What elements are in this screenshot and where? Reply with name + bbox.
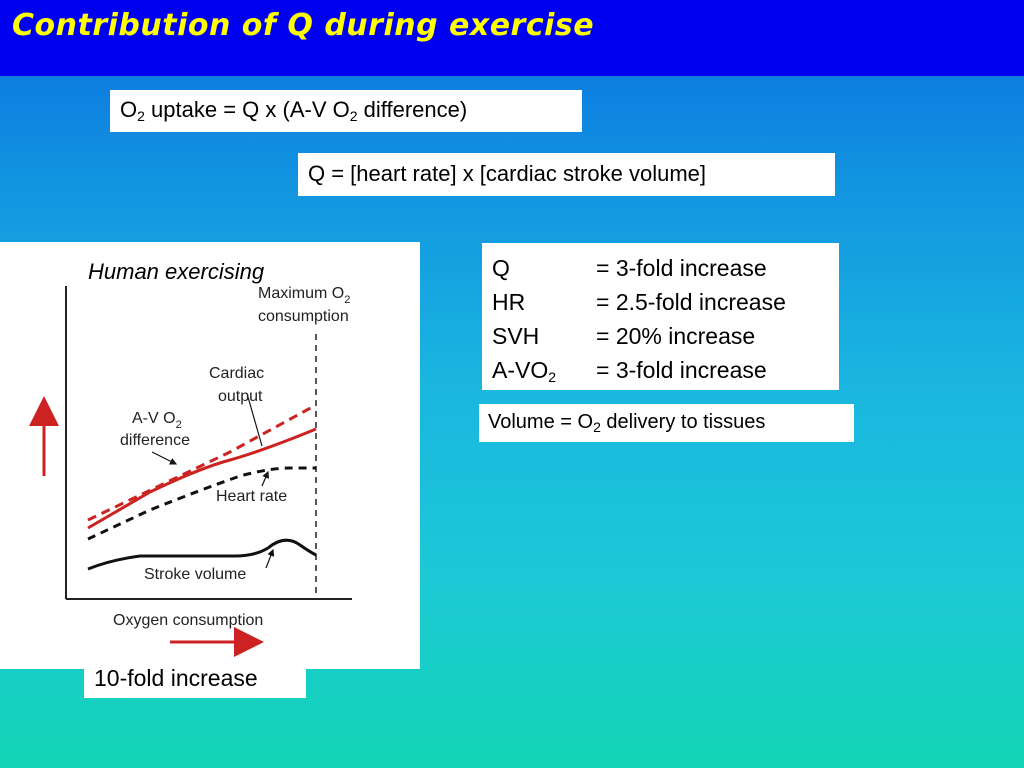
o2-delivery-note: Volume = O2 delivery to tissues bbox=[479, 404, 854, 442]
cardiac-output-label: Cardiac bbox=[209, 365, 264, 382]
stat-row-avo2: A-VO2 = 3-fold increase bbox=[492, 353, 829, 387]
av-o2-subscript: 2 bbox=[176, 419, 182, 431]
av-o2-label: A-V O2 bbox=[132, 410, 182, 431]
delivery-pre: Volume = O bbox=[488, 411, 594, 433]
cardiac-output-curve bbox=[87, 427, 317, 530]
heart-rate-curve bbox=[87, 466, 316, 541]
max-o2-label-line2: consumption bbox=[258, 308, 349, 325]
stat-key: HR bbox=[492, 289, 526, 315]
stat-key: Q bbox=[492, 255, 510, 281]
stat-row-svh: SVH = 20% increase bbox=[492, 319, 829, 353]
stat-value: = 2.5-fold increase bbox=[596, 289, 786, 315]
slide-title: Contribution of Q during exercise bbox=[12, 8, 595, 43]
delivery-subscript: 2 bbox=[593, 419, 601, 435]
cardiac-output-label-line2: output bbox=[218, 388, 263, 405]
cardiac-output-equation: Q = [heart rate] x [cardiac stroke volum… bbox=[298, 153, 835, 196]
exercise-diagram: Human exercising Maximum O2 consumption … bbox=[29, 259, 352, 657]
stat-key-subscript: 2 bbox=[548, 369, 557, 385]
stroke-volume-label: Stroke volume bbox=[144, 566, 246, 583]
max-o2-subscript: 2 bbox=[344, 294, 350, 306]
stat-key: SVH bbox=[492, 323, 540, 349]
stat-key: A-VO2 bbox=[492, 353, 596, 387]
av-leader-arrow-icon bbox=[151, 451, 178, 465]
stat-key-main: A-VO bbox=[492, 357, 549, 383]
av-o2-label-line2: difference bbox=[120, 432, 190, 449]
av-o2-difference-curve bbox=[87, 403, 317, 522]
stat-value: = 20% increase bbox=[596, 323, 756, 349]
eq1-subscript: 2 bbox=[137, 108, 145, 124]
eq1-middle: uptake = Q x (A-V O bbox=[144, 97, 350, 122]
stroke-volume-curve bbox=[87, 538, 317, 571]
ten-fold-increase-label: 10-fold increase bbox=[84, 660, 306, 698]
title-bar: Contribution of Q during exercise bbox=[0, 0, 1024, 76]
stat-row-q: Q = 3-fold increase bbox=[492, 251, 829, 285]
max-o2-label: Maximum O2 bbox=[258, 285, 350, 306]
stroke-volume-leader-arrow-icon bbox=[265, 548, 275, 569]
stat-row-hr: HR = 2.5-fold increase bbox=[492, 285, 829, 319]
delivery-post: delivery to tissues bbox=[600, 411, 766, 433]
fold-increase-table: Q = 3-fold increase HR = 2.5-fold increa… bbox=[482, 243, 839, 390]
oxygen-uptake-equation: O2 uptake = Q x (A-V O2 difference) bbox=[110, 90, 582, 132]
eq1-o: O bbox=[120, 97, 138, 122]
heart-rate-leader-arrow-icon bbox=[261, 470, 269, 487]
av-o2-label-text: A-V O bbox=[132, 410, 176, 427]
max-o2-label-text: Maximum O bbox=[258, 285, 344, 302]
cardiac-output-leader bbox=[247, 396, 263, 447]
eq1-end: difference) bbox=[357, 97, 468, 122]
figure-caption: Human exercising bbox=[88, 259, 265, 284]
x-axis-label: Oxygen consumption bbox=[113, 612, 263, 629]
heart-rate-label: Heart rate bbox=[216, 488, 287, 505]
stat-value: = 3-fold increase bbox=[596, 255, 767, 281]
eq1-subscript-2: 2 bbox=[349, 108, 358, 124]
stat-value: = 3-fold increase bbox=[596, 357, 767, 383]
exercise-figure: Human exercising Maximum O2 consumption … bbox=[0, 242, 420, 669]
